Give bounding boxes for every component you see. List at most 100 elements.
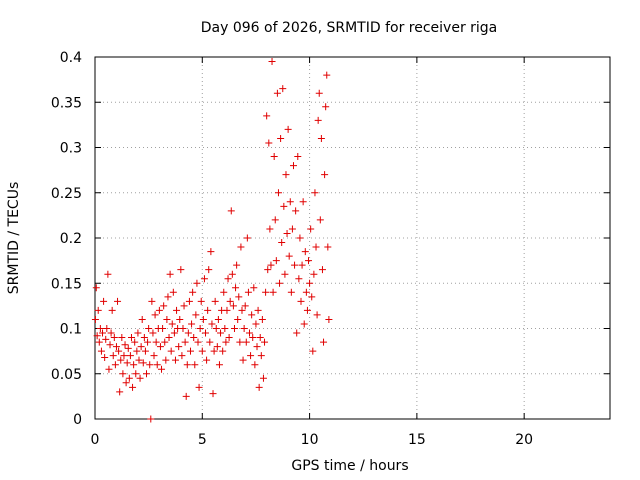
data-point <box>205 266 213 274</box>
axis-ticks <box>94 56 610 420</box>
data-point <box>192 311 200 319</box>
data-point <box>121 341 129 349</box>
data-point <box>237 243 245 251</box>
y-tick-label: 0.3 <box>60 141 82 157</box>
data-point <box>163 315 171 323</box>
data-point <box>280 202 288 210</box>
data-point <box>93 332 101 340</box>
y-tick-label: 0.35 <box>51 95 82 111</box>
x-tick-label: 10 <box>301 432 319 448</box>
y-tick-label: 0.1 <box>60 322 82 338</box>
data-point <box>165 334 173 342</box>
data-point <box>271 216 279 224</box>
data-point <box>213 343 221 351</box>
data-point <box>230 325 238 332</box>
data-point <box>226 297 234 305</box>
data-point <box>152 338 160 346</box>
data-point <box>288 225 296 233</box>
data-point <box>111 361 119 369</box>
data-point <box>155 306 163 314</box>
data-point <box>236 338 244 346</box>
data-point <box>244 288 252 296</box>
data-point <box>150 352 158 360</box>
data-point <box>209 390 217 398</box>
data-point <box>302 288 310 296</box>
data-point <box>320 338 328 346</box>
data-point <box>265 139 273 147</box>
x-tick-label: 5 <box>198 432 207 448</box>
data-point <box>96 325 104 332</box>
data-point <box>270 153 278 161</box>
data-point <box>314 116 322 124</box>
data-point <box>138 315 146 323</box>
data-point <box>137 343 145 351</box>
data-point <box>102 335 110 343</box>
data-point <box>185 297 193 305</box>
data-point <box>234 315 242 323</box>
data-point <box>246 329 253 337</box>
data-point <box>91 315 99 323</box>
y-tick-label: 0.4 <box>60 50 82 66</box>
data-point <box>297 297 305 305</box>
data-point <box>235 293 243 301</box>
data-point <box>145 325 153 332</box>
data-point <box>95 338 103 346</box>
data-point <box>220 288 228 296</box>
data-point <box>208 320 216 328</box>
data-point <box>285 252 293 260</box>
data-point <box>100 297 108 305</box>
data-point <box>200 275 208 283</box>
data-point <box>186 347 194 355</box>
data-point <box>125 374 133 382</box>
data-point <box>239 356 247 364</box>
x-tick-label: 15 <box>408 432 426 448</box>
data-point <box>242 338 250 346</box>
data-point <box>219 347 227 355</box>
data-point <box>251 361 259 369</box>
data-point <box>123 359 131 367</box>
data-point <box>281 270 289 278</box>
data-point <box>193 279 201 287</box>
data-point <box>217 329 225 337</box>
data-point <box>262 288 270 296</box>
data-point <box>301 248 309 256</box>
data-point <box>140 334 148 342</box>
data-point <box>298 261 306 269</box>
data-point <box>233 261 241 269</box>
data-point <box>143 370 150 378</box>
data-point <box>158 365 166 373</box>
data-point <box>178 352 186 360</box>
data-point <box>300 320 308 328</box>
data-point <box>212 325 220 332</box>
data-point <box>169 288 177 296</box>
x-tick-label: 20 <box>515 432 533 448</box>
data-point <box>177 266 185 274</box>
data-point <box>105 365 113 373</box>
data-point <box>112 343 120 351</box>
data-point <box>317 134 325 142</box>
plot-area-border <box>94 56 611 420</box>
data-point <box>199 315 207 323</box>
data-point <box>141 347 149 355</box>
data-point <box>116 388 124 396</box>
data-point <box>104 270 112 278</box>
data-point <box>107 329 115 337</box>
data-point <box>243 234 251 242</box>
data-point <box>94 306 102 314</box>
y-tick-label: 0.05 <box>51 367 82 383</box>
data-point <box>309 347 317 355</box>
data-point <box>166 270 174 278</box>
data-point <box>202 329 210 337</box>
data-point <box>146 361 154 369</box>
data-point <box>132 370 140 378</box>
data-point <box>253 343 261 351</box>
data-point <box>182 392 190 400</box>
chart-title: Day 096 of 2026, SRMTID for receiver rig… <box>201 20 498 36</box>
data-point <box>108 306 116 314</box>
y-tick-labels: 0 0.05 0.1 0.15 0.2 0.25 0.3 0.35 0.4 <box>51 50 82 428</box>
data-point <box>267 261 275 269</box>
data-point <box>147 415 155 423</box>
data-point <box>129 383 137 391</box>
data-point <box>284 125 292 133</box>
data-point <box>228 270 236 278</box>
